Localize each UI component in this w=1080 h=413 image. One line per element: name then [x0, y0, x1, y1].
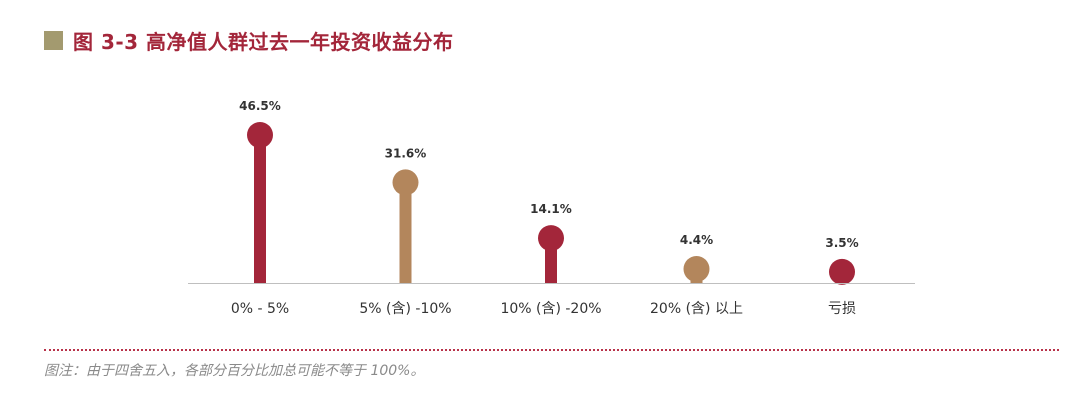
bar-head: [247, 122, 273, 148]
note-divider: [44, 349, 1059, 351]
chart-title-row: 图 3-3 高净值人群过去一年投资收益分布: [44, 26, 454, 54]
data-label: 31.6%: [385, 146, 427, 160]
category-label: 5% (含) -10%: [359, 301, 451, 317]
bar-head: [683, 255, 710, 282]
category-label: 20% (含) 以上: [650, 301, 743, 317]
chart-note: 图注：由于四舍五入，各部分百分比加总可能不等于 100%。: [44, 363, 425, 379]
category-label: 0% - 5%: [231, 301, 289, 317]
data-label: 3.5%: [825, 236, 858, 250]
title-square-icon: [44, 30, 63, 50]
chart-title: 图 3-3 高净值人群过去一年投资收益分布: [73, 29, 454, 54]
bar-stem: [254, 135, 266, 283]
data-label: 46.5%: [239, 99, 281, 113]
data-label: 14.1%: [530, 202, 572, 216]
bar-head: [538, 225, 564, 252]
category-label: 10% (含) -20%: [500, 301, 601, 317]
bar-head: [392, 169, 419, 196]
data-label: 4.4%: [680, 233, 713, 247]
bar-stem: [399, 182, 412, 283]
category-label: 亏损: [828, 301, 856, 317]
bar-head: [829, 258, 855, 285]
